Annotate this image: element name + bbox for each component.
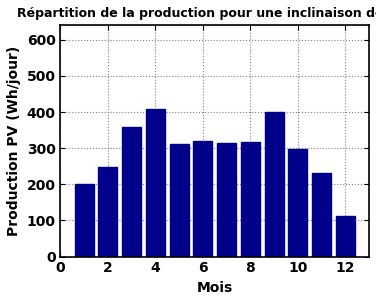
Bar <box>312 173 331 257</box>
Bar <box>217 143 236 257</box>
Bar <box>146 109 165 257</box>
X-axis label: Mois: Mois <box>197 281 233 295</box>
Bar <box>241 142 260 257</box>
Bar <box>122 127 141 257</box>
Bar <box>193 141 212 257</box>
Bar <box>336 216 355 257</box>
Bar <box>170 144 189 257</box>
Bar <box>265 112 284 257</box>
Y-axis label: Production PV (Wh/jour): Production PV (Wh/jour) <box>7 46 21 236</box>
Bar <box>74 184 94 257</box>
Title: Répartition de la production pour une inclinaison de 85°: Répartition de la production pour une in… <box>17 7 376 20</box>
Bar <box>99 167 117 257</box>
Bar <box>288 149 307 257</box>
